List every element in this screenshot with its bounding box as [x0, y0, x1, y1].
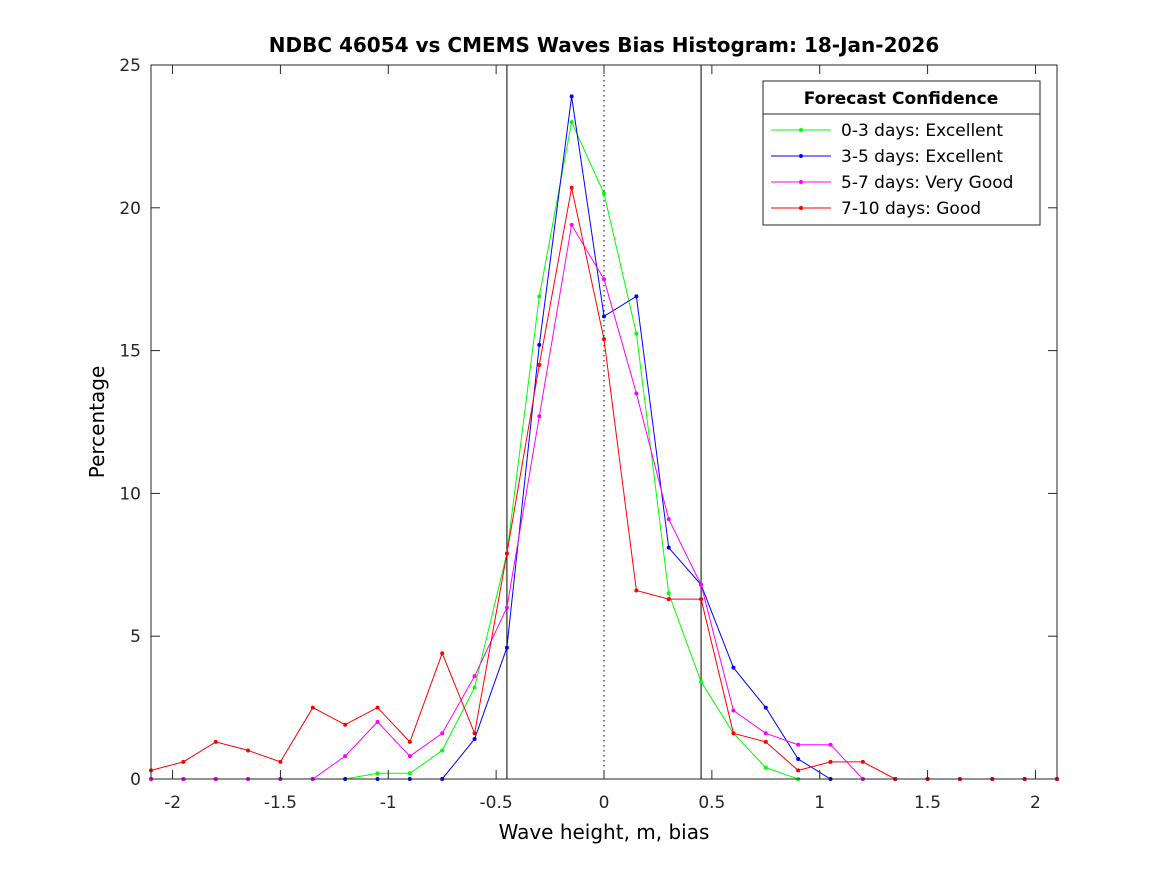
data-point — [699, 679, 704, 684]
data-point — [731, 731, 736, 736]
x-tick-label: 0.5 — [698, 793, 725, 813]
data-point — [569, 120, 574, 125]
data-point — [375, 719, 380, 724]
legend-label: 7-10 days: Good — [841, 199, 981, 219]
data-point — [602, 337, 606, 342]
data-point — [213, 739, 218, 744]
data-point — [828, 742, 833, 747]
data-point — [763, 731, 768, 736]
data-point — [699, 597, 704, 602]
x-tick-label: 2 — [1030, 793, 1041, 813]
legend-title: Forecast Confidence — [804, 89, 999, 109]
x-tick-label: -1.5 — [264, 793, 297, 813]
legend-box — [762, 80, 1041, 226]
data-point — [602, 314, 606, 319]
data-point — [763, 739, 768, 744]
data-point — [504, 605, 509, 610]
data-point — [602, 277, 606, 282]
x-tick-label: 1.5 — [914, 793, 941, 813]
y-tick-labels: 0 5 10 15 20 25 — [119, 56, 141, 790]
data-point — [569, 185, 574, 190]
data-point — [375, 705, 380, 710]
data-point — [763, 765, 768, 770]
y-tick-label: 5 — [130, 627, 141, 647]
data-point — [860, 759, 865, 764]
x-tick-label: -1 — [380, 793, 397, 813]
y-tick-label: 10 — [119, 484, 141, 504]
x-tick-label: -2 — [164, 793, 181, 813]
x-axis-label: Wave height, m, bias — [499, 820, 710, 844]
x-tick-labels: -2 -1.5 -1 -0.5 0 0.5 1 1.5 2 — [164, 793, 1041, 813]
data-point — [440, 651, 445, 656]
data-point — [472, 731, 477, 736]
data-point — [634, 391, 639, 396]
y-tick-label: 20 — [119, 199, 141, 219]
data-point — [763, 705, 768, 710]
data-point — [666, 545, 671, 550]
data-point — [472, 674, 477, 679]
data-point — [407, 771, 412, 776]
legend-label: 3-5 days: Excellent — [841, 147, 1003, 167]
legend-entry: 0-3 days: Excellent — [771, 121, 1003, 141]
legend: Forecast Confidence 0-3 days: Excellent 3… — [762, 80, 1041, 226]
data-point — [569, 94, 574, 99]
x-tick-label: -0.5 — [480, 793, 513, 813]
data-point — [731, 708, 736, 713]
legend-entry: 7-10 days: Good — [771, 199, 981, 219]
x-tick-label: 0 — [599, 793, 610, 813]
legend-entry: 5-7 days: Very Good — [771, 173, 1013, 193]
data-point — [634, 588, 639, 593]
data-point — [246, 748, 251, 753]
data-point — [407, 739, 412, 744]
data-point — [375, 771, 380, 776]
data-point — [796, 757, 801, 762]
data-point — [472, 685, 477, 690]
axis-ticks — [151, 64, 1057, 780]
data-point — [440, 731, 445, 736]
data-point — [440, 748, 445, 753]
legend-marker — [799, 154, 803, 158]
chart-title: NDBC 46054 vs CMEMS Waves Bias Histogram… — [269, 33, 940, 57]
data-point — [699, 582, 704, 587]
data-point — [343, 754, 348, 759]
data-point — [407, 754, 412, 759]
data-point — [537, 342, 542, 347]
data-point — [602, 191, 606, 196]
data-point — [343, 722, 348, 727]
data-point — [731, 665, 736, 670]
legend-marker — [799, 128, 803, 132]
data-point — [504, 551, 509, 556]
x-tick-label: 1 — [814, 793, 825, 813]
reference-lines — [506, 65, 702, 779]
data-point — [537, 294, 542, 299]
data-point — [666, 517, 671, 522]
legend-label: 0-3 days: Excellent — [841, 121, 1003, 141]
data-point — [569, 222, 574, 227]
legend-marker — [799, 180, 803, 184]
data-point — [634, 294, 639, 299]
legend-marker — [799, 206, 803, 210]
data-point — [537, 414, 542, 419]
y-tick-label: 0 — [130, 770, 141, 790]
data-point — [472, 737, 477, 742]
data-point — [278, 759, 283, 764]
legend-label: 5-7 days: Very Good — [841, 173, 1013, 193]
data-point — [796, 768, 801, 773]
data-point — [537, 362, 542, 367]
data-point — [666, 597, 671, 602]
y-tick-label: 15 — [119, 342, 141, 362]
data-point — [666, 591, 671, 596]
data-point — [181, 759, 186, 764]
data-point — [634, 331, 639, 336]
y-tick-label: 25 — [119, 56, 141, 76]
data-point — [828, 759, 833, 764]
y-axis-label: Percentage — [85, 366, 109, 479]
legend-entry: 3-5 days: Excellent — [771, 147, 1003, 167]
data-point — [796, 742, 801, 747]
data-point — [504, 645, 509, 650]
legend-entries: 0-3 days: Excellent 3-5 days: Excellent 5-… — [771, 121, 1013, 219]
data-point — [310, 705, 315, 710]
